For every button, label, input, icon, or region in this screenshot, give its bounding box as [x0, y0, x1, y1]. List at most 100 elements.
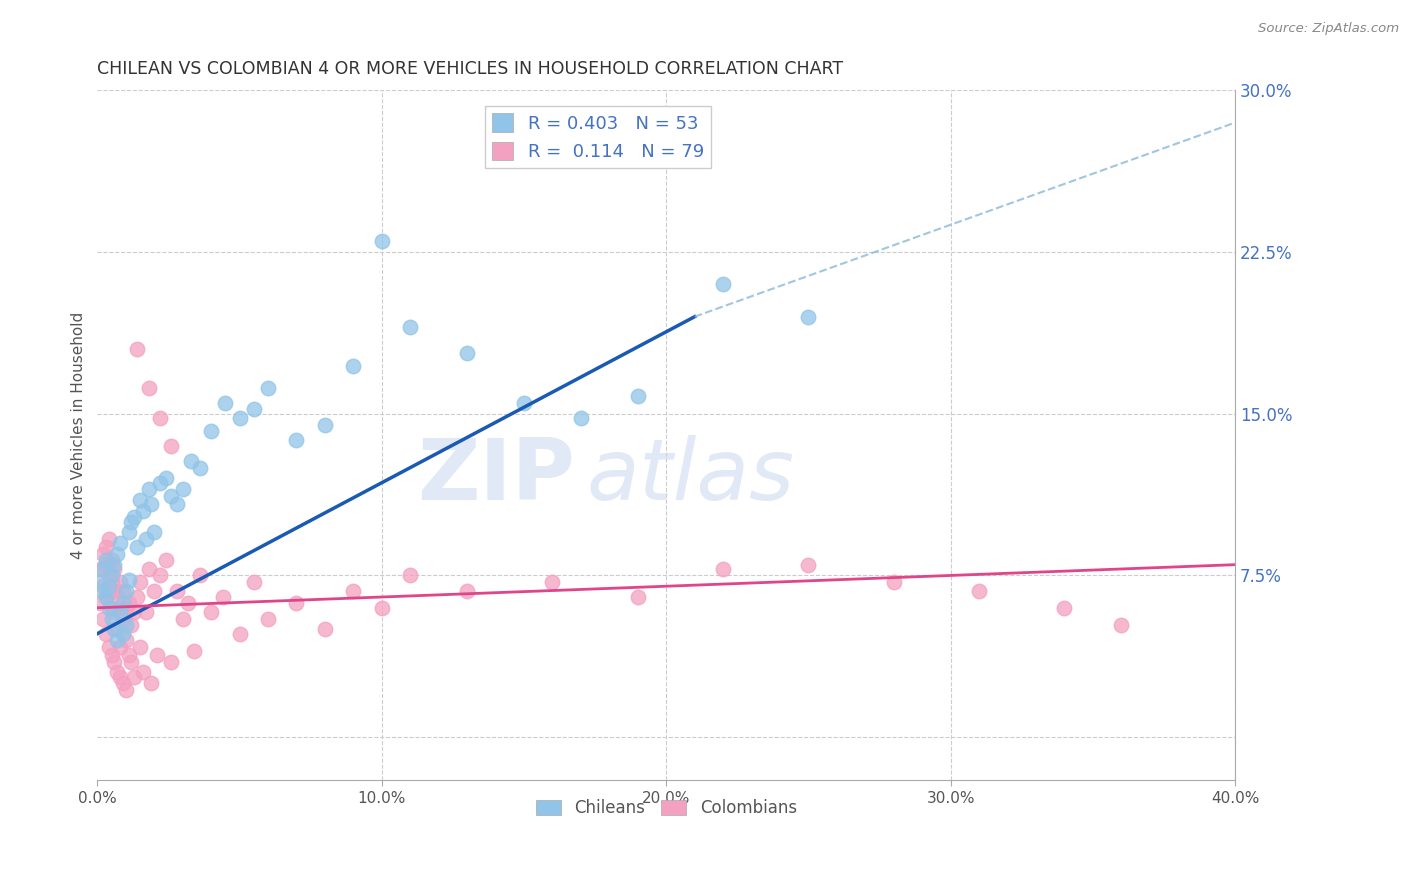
Point	[94, 590, 117, 604]
Point	[399, 568, 422, 582]
Point	[111, 611, 134, 625]
Point	[200, 424, 222, 438]
Point	[146, 648, 169, 663]
Point	[155, 471, 177, 485]
Point	[105, 665, 128, 680]
Point	[124, 510, 146, 524]
Point	[211, 590, 233, 604]
Point	[117, 525, 139, 540]
Point	[103, 623, 125, 637]
Point	[127, 342, 149, 356]
Point	[228, 411, 250, 425]
Point	[97, 583, 120, 598]
Point	[399, 320, 422, 334]
Point	[94, 558, 117, 572]
Point	[105, 590, 128, 604]
Point	[1111, 618, 1133, 632]
Point	[172, 611, 194, 625]
Point	[97, 579, 120, 593]
Point	[1053, 600, 1076, 615]
Point	[160, 489, 183, 503]
Point	[371, 234, 394, 248]
Point	[100, 648, 122, 663]
Point	[97, 532, 120, 546]
Point	[797, 310, 820, 324]
Point	[100, 600, 122, 615]
Point	[513, 396, 536, 410]
Point	[117, 573, 139, 587]
Point	[89, 597, 111, 611]
Point	[100, 568, 122, 582]
Point	[100, 574, 122, 589]
Point	[91, 562, 114, 576]
Y-axis label: 4 or more Vehicles in Household: 4 or more Vehicles in Household	[72, 311, 86, 559]
Point	[135, 605, 157, 619]
Point	[94, 626, 117, 640]
Point	[243, 574, 266, 589]
Point	[160, 655, 183, 669]
Text: atlas: atlas	[586, 435, 794, 518]
Point	[111, 597, 134, 611]
Point	[103, 605, 125, 619]
Point	[183, 644, 205, 658]
Point	[114, 633, 136, 648]
Point	[114, 600, 136, 615]
Point	[129, 493, 152, 508]
Point	[114, 618, 136, 632]
Point	[111, 676, 134, 690]
Point	[124, 670, 146, 684]
Point	[121, 618, 143, 632]
Text: Source: ZipAtlas.com: Source: ZipAtlas.com	[1258, 22, 1399, 36]
Point	[967, 583, 990, 598]
Point	[285, 597, 308, 611]
Point	[711, 562, 734, 576]
Point	[180, 454, 202, 468]
Point	[117, 597, 139, 611]
Point	[127, 541, 149, 555]
Point	[114, 682, 136, 697]
Text: ZIP: ZIP	[418, 435, 575, 518]
Point	[228, 626, 250, 640]
Point	[160, 439, 183, 453]
Point	[314, 623, 336, 637]
Point	[103, 655, 125, 669]
Point	[172, 482, 194, 496]
Point	[103, 562, 125, 576]
Point	[108, 670, 131, 684]
Point	[149, 568, 172, 582]
Point	[108, 536, 131, 550]
Point	[91, 611, 114, 625]
Point	[257, 381, 280, 395]
Point	[342, 359, 364, 374]
Point	[166, 497, 188, 511]
Point	[883, 574, 905, 589]
Point	[117, 648, 139, 663]
Point	[114, 583, 136, 598]
Point	[627, 389, 650, 403]
Point	[91, 547, 114, 561]
Point	[188, 460, 211, 475]
Point	[456, 346, 478, 360]
Point	[103, 558, 125, 572]
Point	[143, 583, 166, 598]
Point	[89, 562, 111, 576]
Point	[129, 574, 152, 589]
Point	[108, 640, 131, 654]
Point	[711, 277, 734, 292]
Point	[456, 583, 478, 598]
Point	[108, 605, 131, 619]
Point	[94, 541, 117, 555]
Point	[111, 583, 134, 598]
Point	[371, 600, 394, 615]
Point	[105, 547, 128, 561]
Point	[149, 411, 172, 425]
Text: CHILEAN VS COLOMBIAN 4 OR MORE VEHICLES IN HOUSEHOLD CORRELATION CHART: CHILEAN VS COLOMBIAN 4 OR MORE VEHICLES …	[97, 60, 844, 78]
Point	[149, 475, 172, 490]
Point	[214, 396, 236, 410]
Point	[200, 605, 222, 619]
Point	[91, 583, 114, 598]
Point	[627, 590, 650, 604]
Point	[141, 497, 163, 511]
Point	[135, 532, 157, 546]
Point	[155, 553, 177, 567]
